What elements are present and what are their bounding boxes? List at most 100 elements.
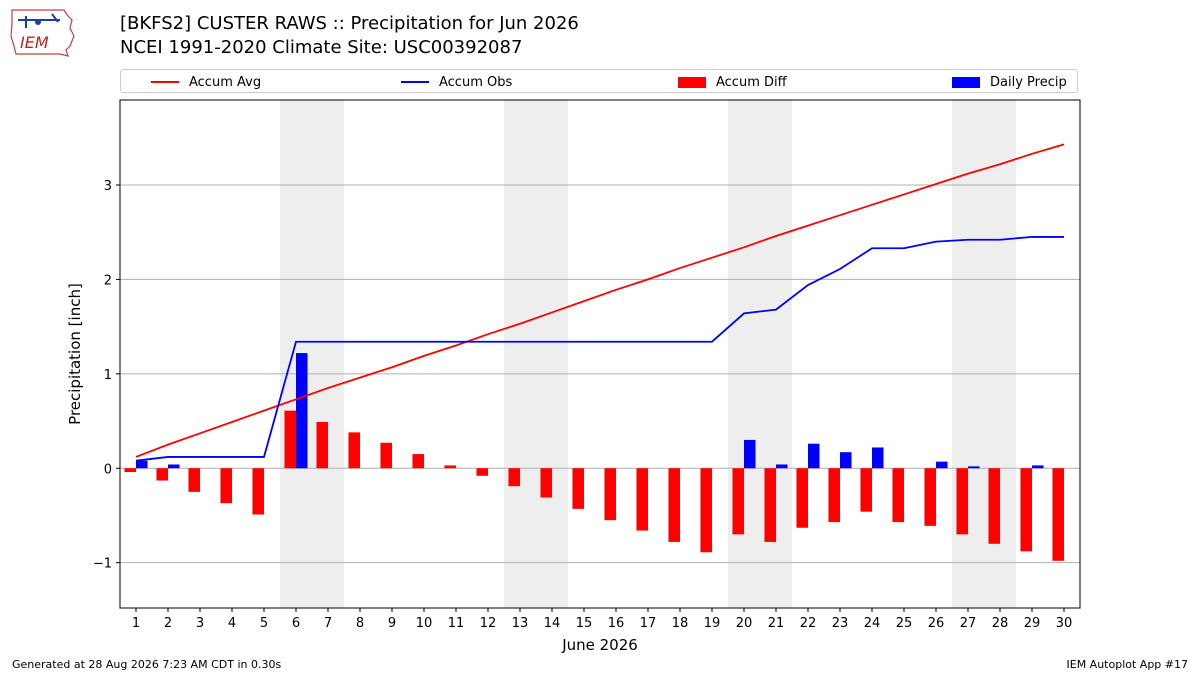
- line-accum-obs: [135, 236, 1064, 462]
- x-axis-label: June 2026: [561, 636, 638, 654]
- legend-label-accum-obs: Accum Obs: [439, 74, 513, 90]
- iem-logo: IEM: [10, 9, 75, 57]
- bar-accum-diff: [828, 468, 840, 523]
- x-tick-label: 22: [800, 616, 817, 631]
- legend-label-accum-avg: Accum Avg: [189, 74, 262, 90]
- bar-accum-diff: [284, 410, 296, 469]
- y-tick-label: −1: [93, 557, 112, 572]
- bar-accum-diff: [924, 468, 936, 526]
- y-tick-label: 3: [104, 179, 112, 194]
- bar-daily-precip: [136, 460, 148, 469]
- bar-daily-precip: [872, 447, 884, 469]
- x-tick-label: 20: [736, 616, 753, 631]
- legend-key-accum-diff: [678, 76, 706, 88]
- legend-entry-daily-precip: Daily Precip: [952, 70, 1067, 94]
- bar-accum-diff: [572, 468, 584, 509]
- x-tick-label: 11: [448, 616, 465, 631]
- bar-accum-diff: [604, 468, 616, 521]
- x-tick-label: 19: [704, 616, 721, 631]
- bar-accum-diff: [636, 468, 648, 531]
- x-tick-label: 29: [1024, 616, 1041, 631]
- bar-daily-precip: [296, 353, 308, 469]
- y-tick-label: 1: [104, 368, 112, 383]
- legend-label-daily-precip: Daily Precip: [990, 74, 1067, 90]
- bar-daily-precip: [1032, 465, 1044, 469]
- x-tick-label: 18: [672, 616, 689, 631]
- x-tick-label: 28: [992, 616, 1009, 631]
- x-tick-label: 8: [356, 616, 364, 631]
- weekend-band-1: [280, 100, 344, 608]
- x-tick-label: 6: [292, 616, 300, 631]
- x-tick-label: 4: [228, 616, 236, 631]
- bar-daily-precip: [168, 464, 180, 469]
- bar-accum-diff: [380, 442, 392, 469]
- y-axis-label: Precipitation [inch]: [66, 283, 84, 425]
- bar-daily-precip: [840, 452, 852, 469]
- x-tick-label: 24: [864, 616, 881, 631]
- chart-subtitle: NCEI 1991-2020 Climate Site: USC00392087: [120, 37, 523, 58]
- chart-title: [BKFS2] CUSTER RAWS :: Precipitation for…: [120, 13, 579, 34]
- footer-generated: Generated at 28 Aug 2026 7:23 AM CDT in …: [12, 658, 282, 671]
- chart-legend: Accum Avg Accum Obs Accum Diff Daily Pre…: [120, 69, 1078, 93]
- bar-daily-precip: [936, 461, 948, 469]
- bar-daily-precip: [808, 443, 820, 469]
- x-tick-label: 16: [608, 616, 625, 631]
- legend-key-accum-avg: [151, 81, 179, 83]
- x-tick-label: 27: [960, 616, 977, 631]
- x-tick-label: 3: [196, 616, 204, 631]
- bar-accum-diff: [956, 468, 968, 535]
- bar-accum-diff: [252, 468, 264, 515]
- bar-accum-diff: [188, 468, 200, 492]
- bar-daily-precip: [968, 466, 980, 469]
- logo-text: IEM: [20, 33, 49, 52]
- legend-key-accum-obs: [401, 81, 429, 83]
- bar-accum-diff: [764, 468, 776, 542]
- bar-accum-diff: [316, 421, 328, 469]
- bar-accum-diff: [1020, 468, 1032, 552]
- y-gridlines: [120, 184, 1080, 564]
- bar-accum-diff: [124, 468, 136, 473]
- y-tick-label: 2: [104, 273, 112, 288]
- x-tick-label: 21: [768, 616, 785, 631]
- legend-entry-accum-diff: Accum Diff: [678, 70, 787, 94]
- bar-daily-precip: [776, 464, 788, 469]
- bar-accum-diff: [540, 468, 552, 498]
- plot-frame: [119, 99, 1081, 609]
- x-tick-label: 7: [324, 616, 332, 631]
- bar-daily-precip: [744, 439, 756, 469]
- bar-accum-diff: [668, 468, 680, 542]
- lines: [135, 143, 1065, 462]
- line-accum-avg: [135, 143, 1065, 458]
- x-tick-label: 12: [480, 616, 497, 631]
- footer-app: IEM Autoplot App #17: [1066, 658, 1189, 671]
- legend-key-daily-precip: [952, 76, 980, 88]
- bar-accum-diff: [220, 468, 232, 504]
- weekend-shading: [280, 100, 1016, 608]
- x-tick-label: 2: [164, 616, 172, 631]
- x-tick-label: 17: [640, 616, 657, 631]
- y-tick-label: 0: [104, 462, 112, 477]
- x-tick-label: 25: [896, 616, 913, 631]
- bar-accum-diff: [988, 468, 1000, 544]
- bar-accum-diff: [444, 465, 456, 469]
- x-tick-label: 26: [928, 616, 945, 631]
- x-tick-label: 15: [576, 616, 593, 631]
- bar-accum-diff: [476, 468, 488, 476]
- bar-accum-diff: [732, 468, 744, 535]
- x-tick-label: 23: [832, 616, 849, 631]
- bar-accum-diff: [860, 468, 872, 512]
- bar-accum-diff: [508, 468, 520, 487]
- bar-accum-diff: [156, 468, 168, 481]
- x-tick-label: 5: [260, 616, 268, 631]
- x-tick-label: 14: [544, 616, 561, 631]
- x-tick-label: 30: [1056, 616, 1073, 631]
- x-tick-label: 9: [388, 616, 396, 631]
- bar-accum-diff: [796, 468, 808, 528]
- bar-accum-diff: [348, 432, 360, 469]
- weekend-band-2: [504, 100, 568, 608]
- legend-label-accum-diff: Accum Diff: [716, 74, 787, 90]
- x-tick-label: 10: [416, 616, 433, 631]
- legend-entry-accum-avg: Accum Avg: [151, 70, 261, 94]
